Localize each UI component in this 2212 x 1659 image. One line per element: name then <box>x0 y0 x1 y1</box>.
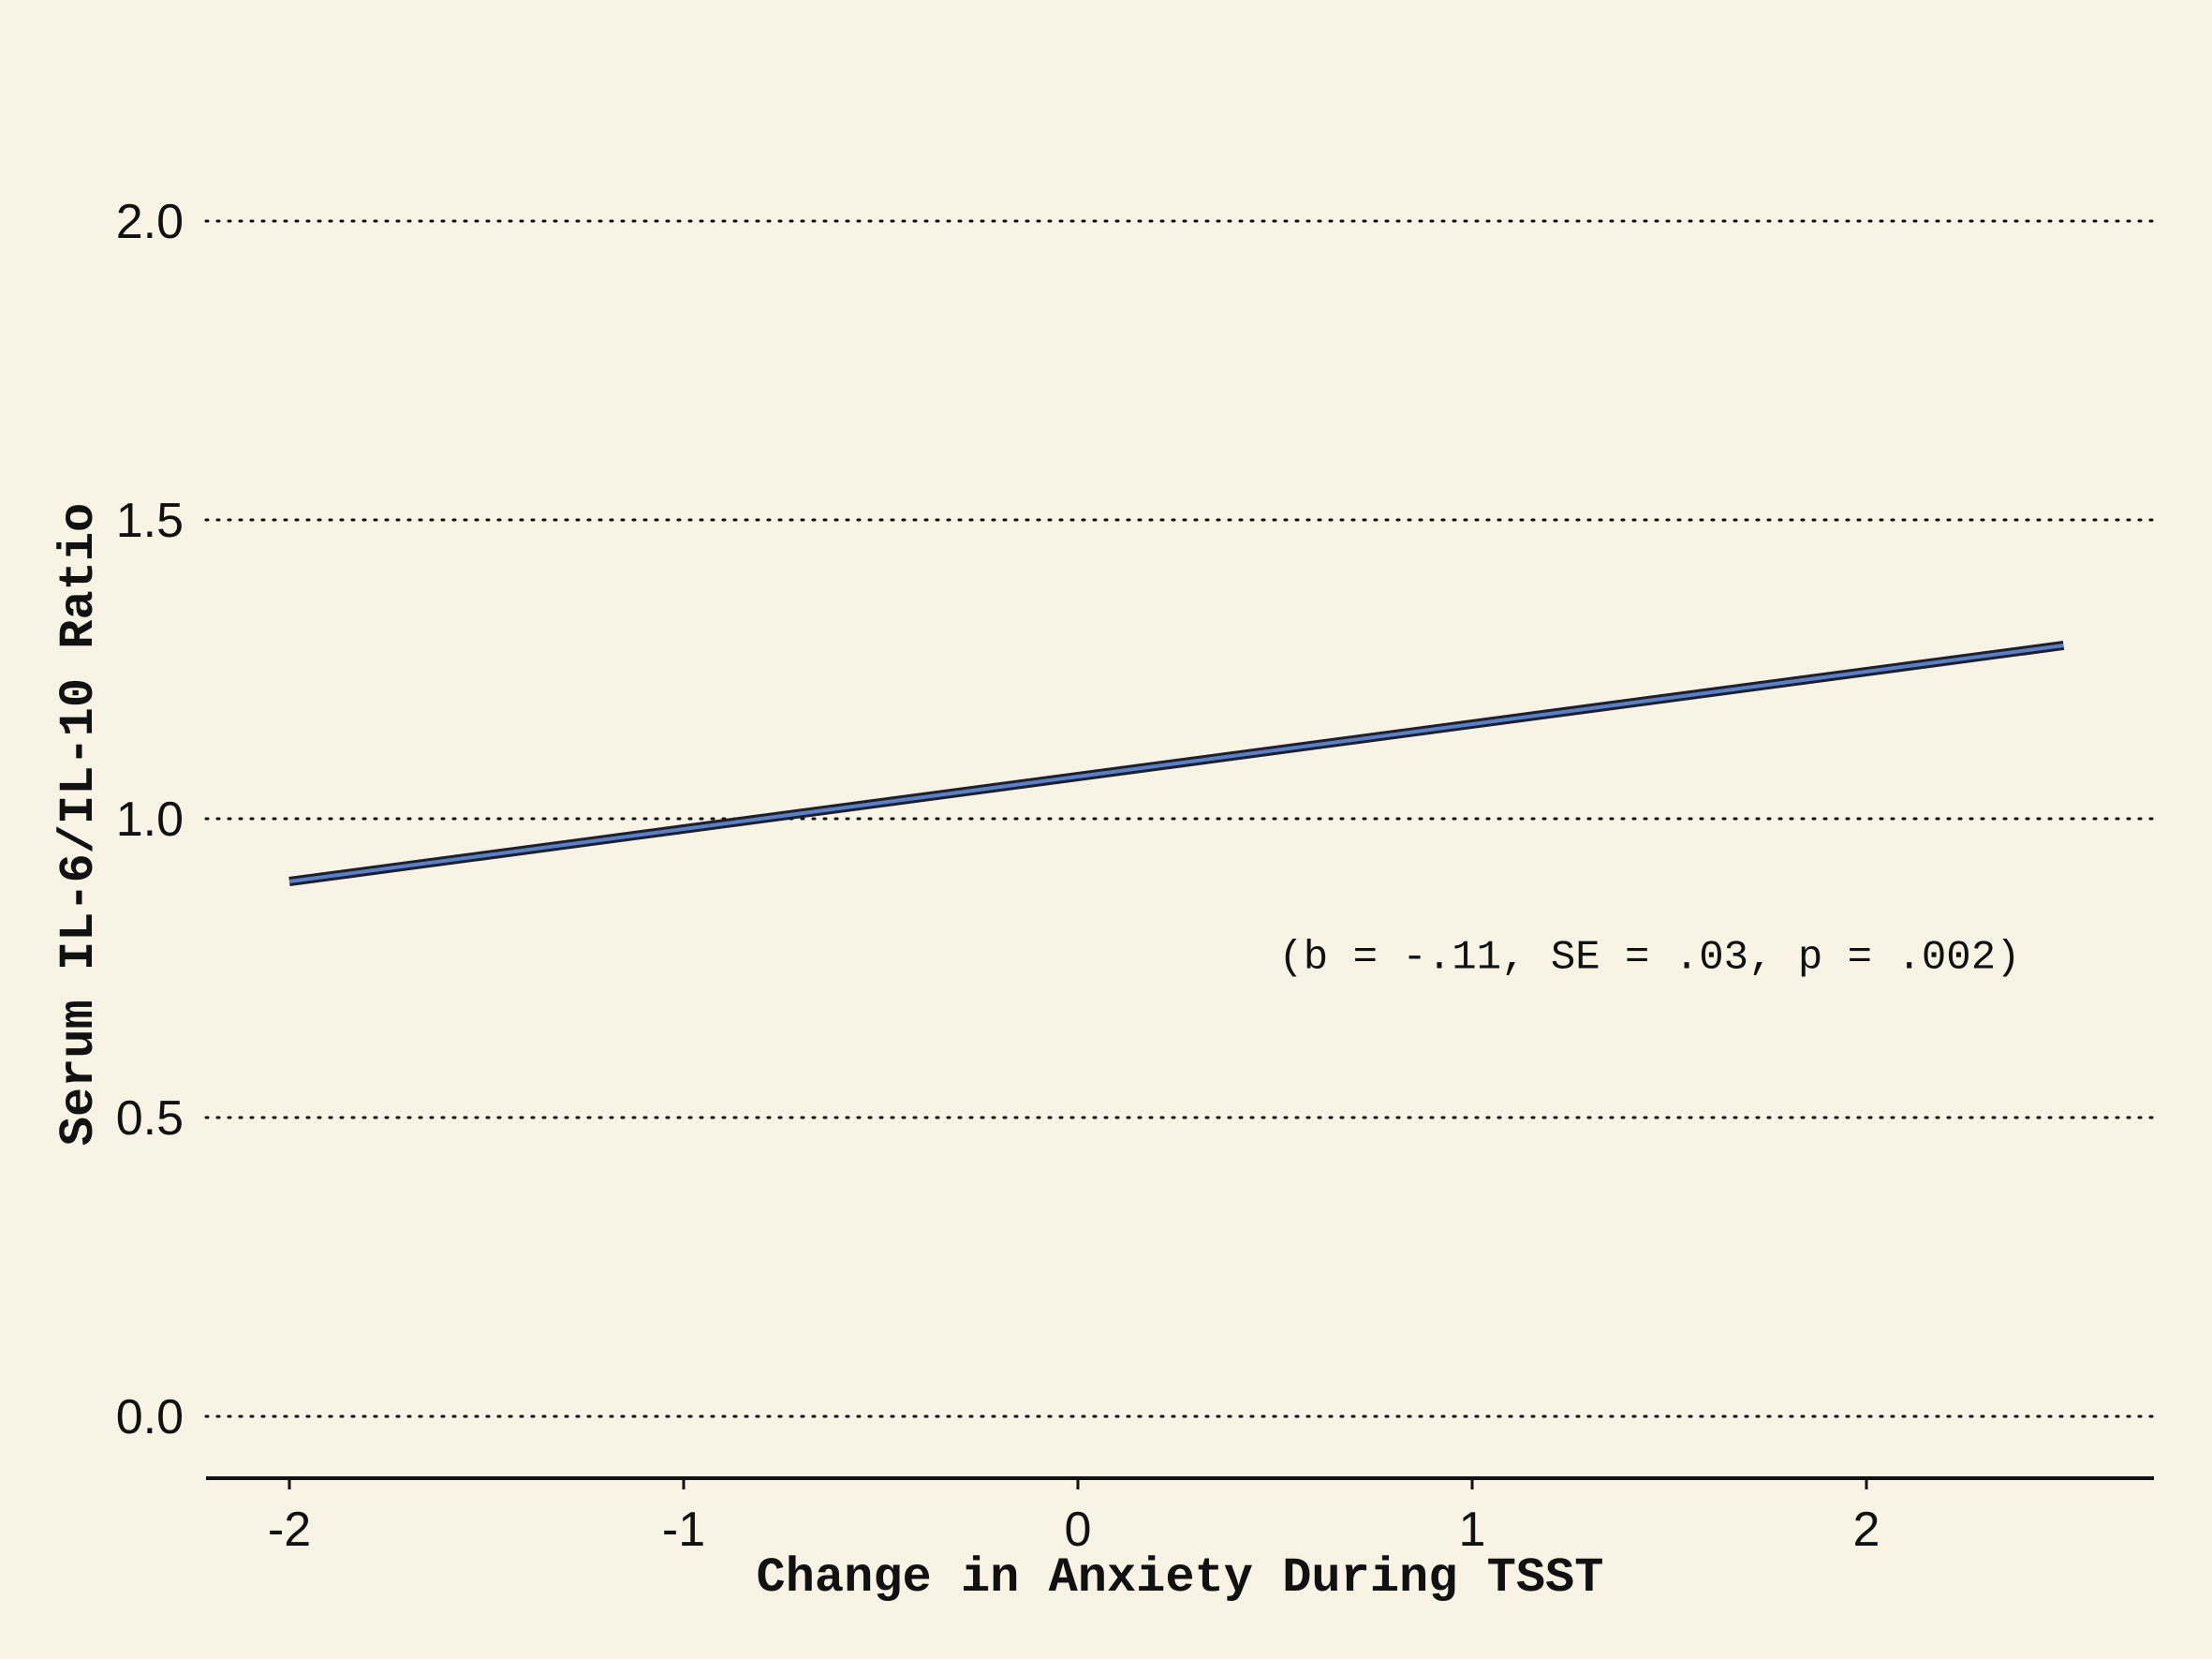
x-tick-label: 1 <box>1459 1503 1486 1557</box>
y-tick-label: 1.0 <box>116 792 184 847</box>
gridlines <box>204 219 2156 1418</box>
x-tick-label: 0 <box>1065 1503 1092 1557</box>
x-tick-label: -1 <box>662 1503 705 1557</box>
y-tick-label: 0.0 <box>116 1390 184 1444</box>
series-line <box>288 643 2064 883</box>
x-tick-label: 2 <box>1853 1503 1880 1557</box>
y-tick-label: 0.5 <box>116 1091 184 1146</box>
x-axis-ticks: -2 -1 0 1 2 <box>268 1478 1880 1557</box>
x-tick-label: -2 <box>268 1503 311 1557</box>
x-axis-label: Change in Anxiety During TSST <box>757 1550 1604 1606</box>
y-axis-ticks: 0.0 0.5 1.0 1.5 2.0 <box>116 195 184 1444</box>
annotation-text: (b = -.11, SE = .03, p = .002) <box>1278 935 2020 982</box>
y-axis-label: Serum IL-6/IL-10 Ratio <box>52 503 107 1147</box>
y-tick-label: 2.0 <box>116 195 184 249</box>
series-layer <box>288 641 2065 886</box>
annotations: (b = -.11, SE = .03, p = .002) <box>1278 935 2020 982</box>
y-tick-label: 1.5 <box>116 494 184 548</box>
